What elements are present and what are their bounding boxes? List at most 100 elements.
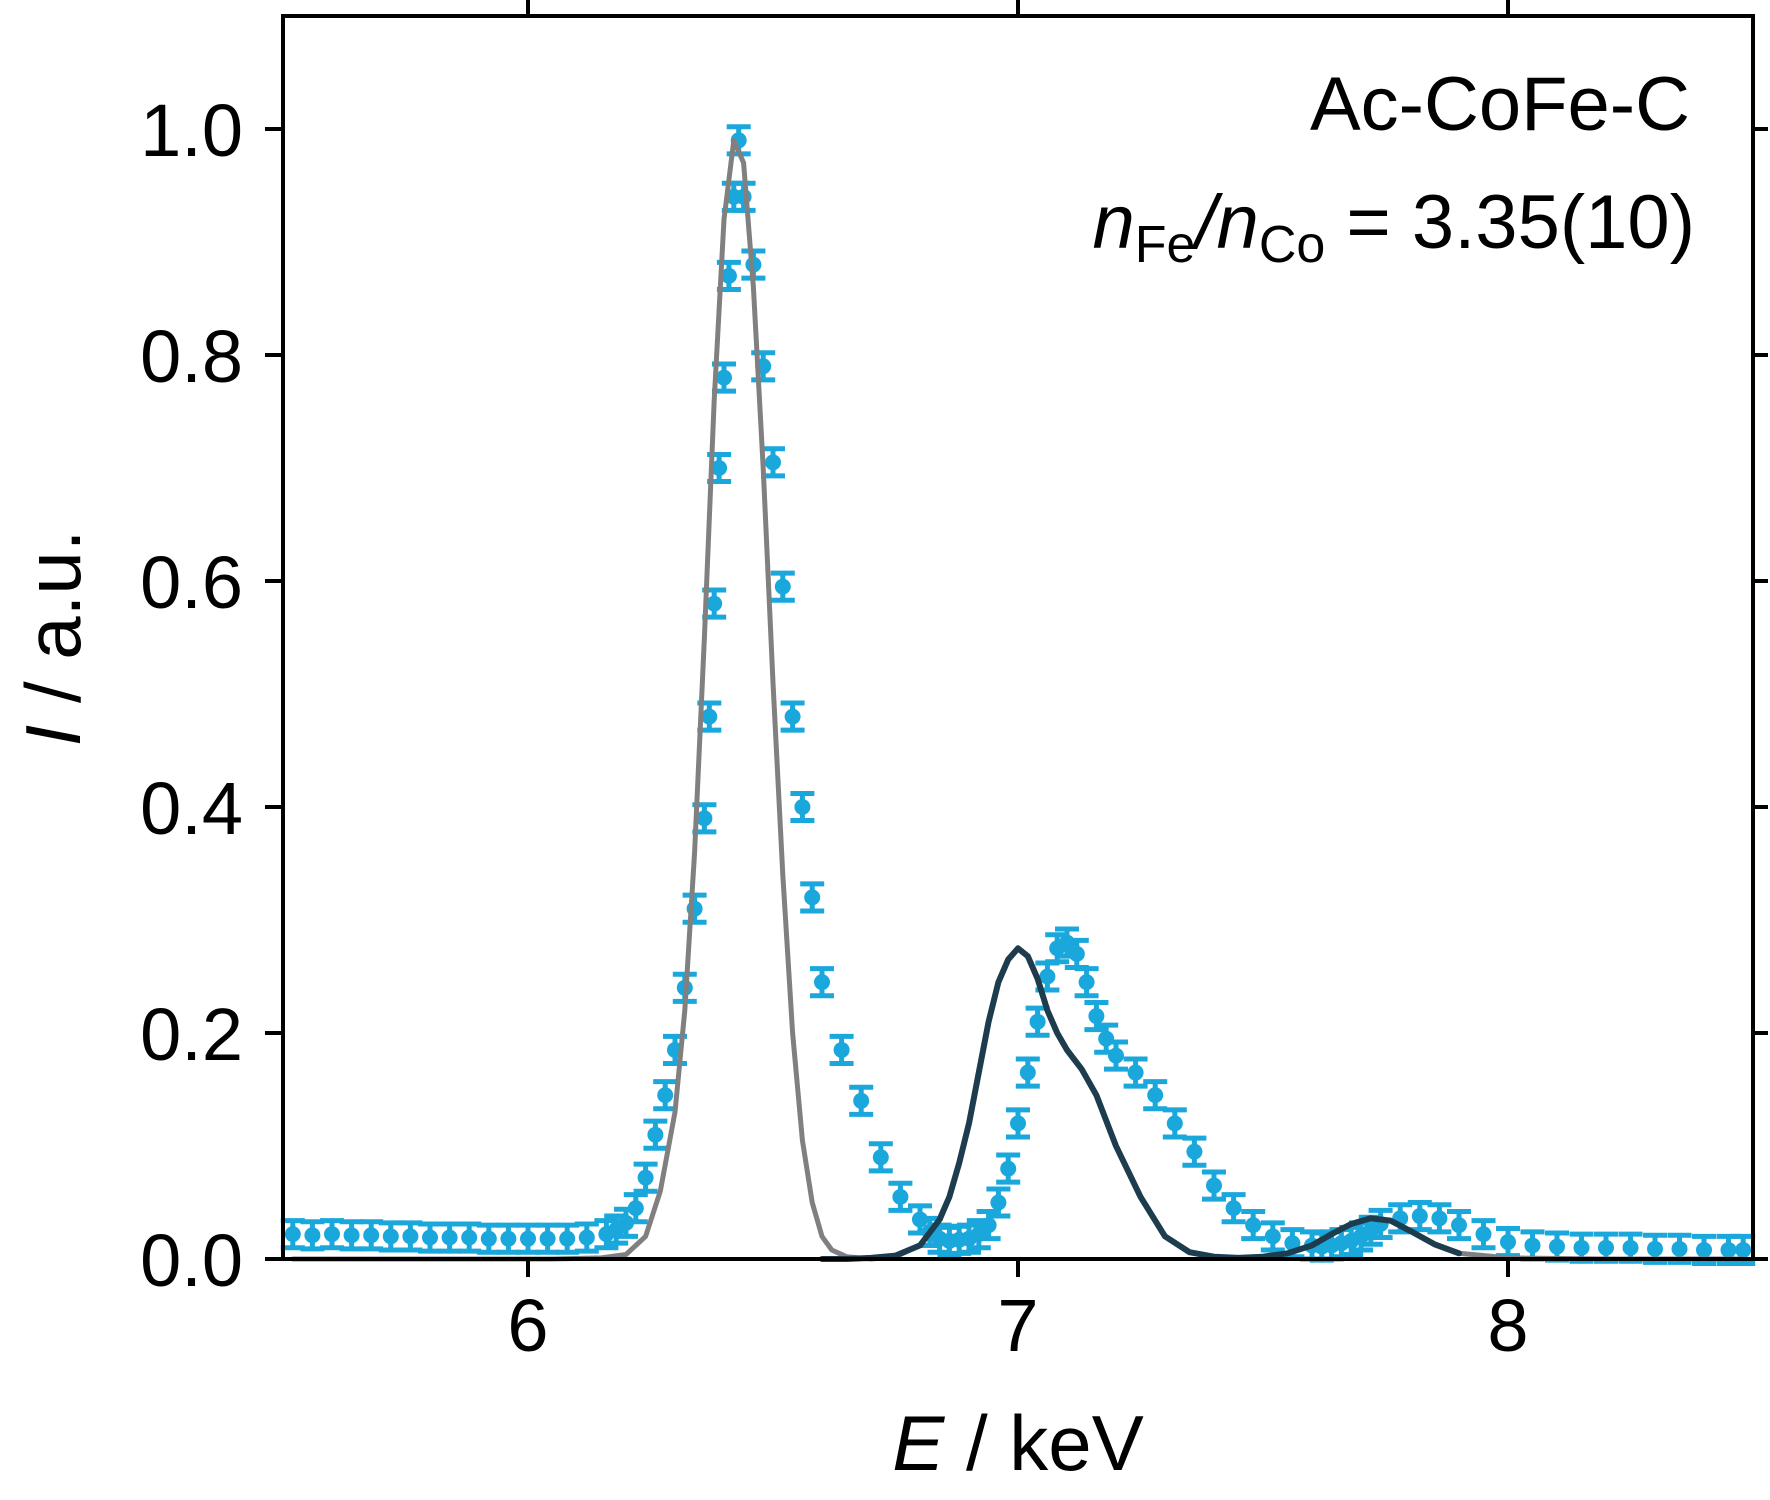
data-point: [516, 1222, 540, 1255]
y-tick-label: 0.4: [140, 767, 243, 850]
y-tick-label: 0.2: [140, 993, 243, 1076]
data-point: [643, 1118, 668, 1151]
y-axis-label-unit: / a.u.: [9, 530, 97, 725]
data-point: [476, 1222, 501, 1255]
data-marker: [833, 1041, 850, 1058]
data-marker: [794, 799, 811, 815]
data-layer: [280, 124, 1756, 1267]
data-marker: [1000, 1160, 1017, 1177]
ticks-layer: 6 7 8 0.0 0.2 0.4 0.6 0.8 1.0: [140, 0, 1768, 1367]
data-marker: [1127, 1064, 1144, 1081]
data-marker: [853, 1092, 870, 1109]
x-axis-label: E / keV: [892, 1399, 1143, 1487]
data-point: [1496, 1225, 1520, 1259]
data-marker: [1078, 974, 1095, 991]
data-marker: [892, 1188, 909, 1205]
data-point: [888, 1180, 913, 1213]
data-marker: [1186, 1143, 1203, 1160]
data-marker: [578, 1229, 595, 1246]
data-marker: [657, 1087, 674, 1104]
data-point: [1241, 1209, 1266, 1242]
data-point: [829, 1033, 854, 1067]
data-marker: [1029, 1013, 1046, 1030]
data-point: [1427, 1202, 1452, 1235]
data-point: [682, 892, 707, 925]
data-marker: [422, 1229, 438, 1246]
data-point: [1368, 1207, 1393, 1241]
data-marker: [559, 1230, 576, 1247]
data-marker: [804, 889, 821, 906]
data-marker: [480, 1230, 497, 1247]
y-tick-label: 0.8: [140, 315, 243, 398]
data-marker: [284, 1226, 301, 1243]
data-marker: [980, 1217, 997, 1234]
data-point: [359, 1219, 384, 1252]
y-axis-label-symbol: I: [9, 725, 97, 747]
ratio-sub-fe: Fe: [1135, 216, 1196, 274]
data-point: [810, 966, 834, 999]
data-point: [1202, 1169, 1226, 1202]
y-tick-label: 0.0: [140, 1219, 243, 1302]
data-point: [300, 1219, 325, 1252]
x-axis-label-symbol: E: [892, 1399, 945, 1487]
data-marker: [1264, 1228, 1281, 1245]
data-marker: [1284, 1235, 1301, 1252]
ratio-n2: n: [1217, 180, 1259, 265]
data-marker: [1524, 1237, 1541, 1254]
data-marker: [1245, 1217, 1262, 1234]
data-marker: [637, 1169, 654, 1186]
data-marker: [363, 1227, 380, 1244]
data-point: [437, 1221, 462, 1254]
data-point: [496, 1222, 521, 1255]
data-marker: [520, 1230, 536, 1247]
data-marker: [1622, 1239, 1639, 1256]
data-point: [398, 1220, 423, 1253]
data-marker: [1573, 1239, 1590, 1256]
data-point: [1520, 1229, 1545, 1262]
data-marker: [441, 1229, 458, 1246]
ratio-sub-co: Co: [1259, 216, 1325, 274]
data-point: [418, 1221, 442, 1254]
x-tick-label: 6: [507, 1284, 548, 1367]
data-marker: [382, 1228, 399, 1245]
data-marker: [1431, 1210, 1448, 1227]
ratio-n1: n: [1092, 180, 1134, 265]
data-marker: [402, 1228, 419, 1245]
data-point: [555, 1222, 580, 1255]
data-point: [653, 1079, 678, 1112]
data-point: [1074, 966, 1099, 999]
data-point: [1123, 1056, 1148, 1089]
data-point: [1162, 1107, 1187, 1140]
data-point: [378, 1220, 403, 1253]
data-marker: [627, 1200, 644, 1217]
data-point: [339, 1219, 364, 1252]
data-marker: [1206, 1177, 1222, 1194]
x-tick-label: 7: [997, 1284, 1038, 1367]
data-marker: [1411, 1208, 1428, 1225]
data-marker: [701, 708, 718, 725]
data-marker: [1735, 1241, 1752, 1258]
data-marker: [990, 1194, 1007, 1211]
data-marker: [774, 578, 791, 595]
data-marker: [324, 1226, 340, 1243]
data-marker: [814, 974, 830, 991]
data-marker: [696, 810, 713, 827]
data-marker: [1647, 1240, 1663, 1257]
data-point: [770, 570, 795, 603]
data-point: [849, 1084, 874, 1117]
data-marker: [647, 1126, 664, 1143]
data-marker: [1088, 1008, 1105, 1025]
data-point: [780, 700, 805, 733]
data-point: [1692, 1233, 1716, 1267]
data-point: [623, 1192, 648, 1225]
data-point: [800, 881, 825, 914]
data-marker: [1598, 1239, 1614, 1256]
data-point: [1643, 1232, 1667, 1265]
data-marker: [1039, 968, 1056, 985]
data-point: [1006, 1107, 1030, 1140]
data-point: [574, 1221, 599, 1254]
data-marker: [711, 460, 728, 476]
data-point: [1104, 1039, 1128, 1072]
x-tick-label: 8: [1487, 1284, 1528, 1367]
data-point: [457, 1221, 482, 1254]
